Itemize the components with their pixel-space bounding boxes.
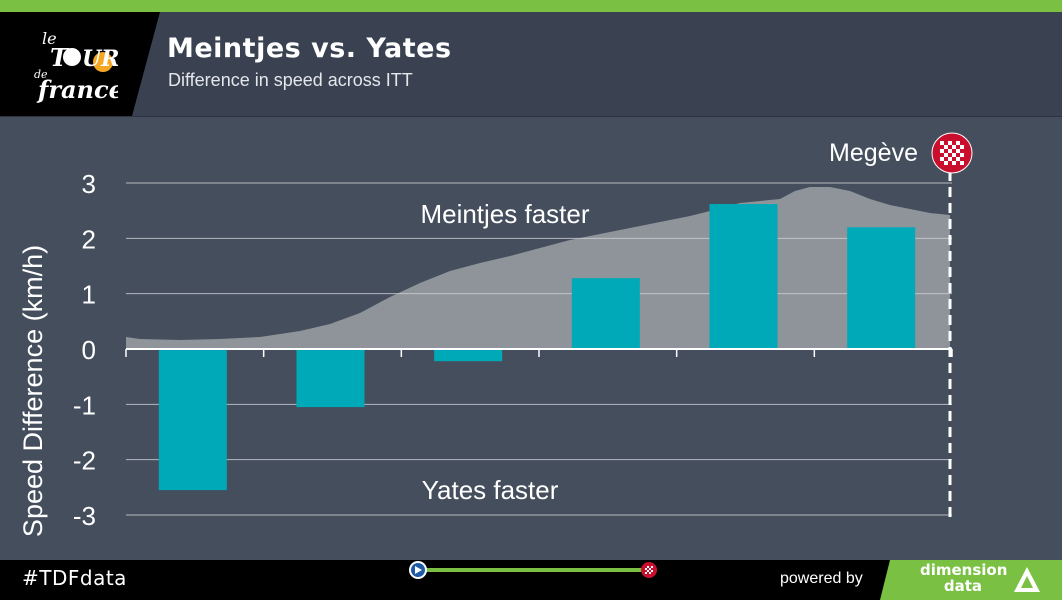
brand-line-2: data [943,577,982,595]
checker-square [956,141,960,145]
y-tick-label-3: 3 [82,169,96,199]
checker-square [956,149,960,153]
checker-square [956,157,960,161]
y-tick-label--3: -3 [73,501,96,531]
checker-square [948,141,952,145]
annotation-yates-faster: Yates faster [422,475,559,505]
annotation-meintjes-faster: Meintjes faster [420,199,589,229]
finish-flag-icon [641,562,657,578]
powered-by-label: powered by [780,570,863,587]
checker-square [944,149,948,153]
checker-square [956,161,960,165]
bar-6 [847,227,916,349]
checker-square [952,153,956,157]
checker-square [960,153,964,157]
y-tick-label--2: -2 [73,446,96,476]
finish-label: Megève [829,139,918,167]
page-subtitle: Difference in speed across ITT [168,70,413,90]
chart-area: 3 2 1 0 -1 -2 -3 Speed Difference (km/h) Meintje… [0,117,1062,560]
checker-square [952,157,956,161]
checker-square [940,157,944,161]
dimension-data-wordmark: dimension data [920,561,1008,595]
hashtag-label: #TDFdata [22,566,127,590]
y-axis-label: Speed Difference (km/h) [18,245,48,537]
dimension-data-triangle-icon [1014,567,1040,592]
checker-square [948,157,952,161]
checker-square [940,153,944,157]
checker-square [956,145,960,149]
checker-square [960,149,964,153]
play-icon[interactable] [409,561,427,579]
checker-square [944,157,948,161]
checker-square [960,161,964,165]
checker-square [940,141,944,145]
checker-square [940,149,944,153]
checker-square [952,141,956,145]
timeline-progress [409,561,657,579]
checker-square [952,149,956,153]
checker-square [960,141,964,145]
checker-square [944,153,948,157]
y-tick-label--1: -1 [73,390,96,420]
brand-line-1: dimension [920,561,1008,579]
y-tick-label-1: 1 [82,280,96,310]
header [0,12,1062,117]
checker-square [956,153,960,157]
speed-difference-chart: 3 2 1 0 -1 -2 -3 Speed Difference (km/h) Meintje… [18,132,973,537]
checker-square [948,153,952,157]
checker-square [948,161,952,165]
checker-square [944,161,948,165]
bar-5 [709,204,778,349]
dimension-data-logo: dimension data [880,560,1062,600]
checker-square [940,161,944,165]
checker-square [948,149,952,153]
top-accent-bar [0,0,1062,12]
tdf-logo-icon: le T UR de france [34,29,118,104]
checker-square [960,157,964,161]
svg-text:UR: UR [82,46,118,72]
bar-3 [434,349,503,362]
checker-square [952,161,956,165]
y-tick-label-0: 0 [82,335,96,365]
checker-square [940,145,944,149]
checker-square [944,145,948,149]
svg-text:france: france [36,75,118,104]
svg-text:de: de [34,68,48,81]
bar-1 [158,349,227,491]
svg-text:T: T [50,43,70,72]
page-title: Meintjes vs. Yates [167,33,452,64]
bar-2 [296,349,365,408]
tour-de-france-logo: le T UR de france [0,12,160,116]
checker-square [960,145,964,149]
checker-square [944,141,948,145]
checker-square [952,145,956,149]
checker-square [948,145,952,149]
bar-4 [571,278,640,349]
y-tick-label-2: 2 [82,224,96,254]
svg-text:le: le [42,29,57,48]
